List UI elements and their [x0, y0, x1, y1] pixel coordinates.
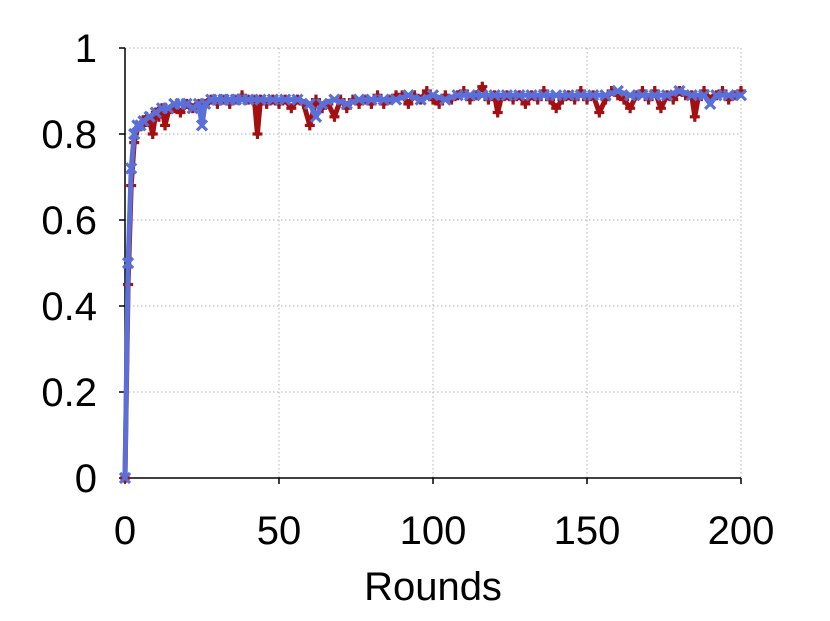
- x-tick-label: 50: [257, 509, 302, 553]
- series-2-point: [722, 89, 735, 102]
- series-1-point: [594, 107, 605, 118]
- series-2-point: [389, 93, 403, 106]
- series-2-point: [673, 84, 686, 98]
- series-2-point: [648, 89, 661, 102]
- x-tick-label: 200: [708, 509, 775, 553]
- y-tick-label: 0: [75, 457, 97, 501]
- series-2-point: [309, 110, 323, 123]
- x-tick-label: 100: [400, 509, 467, 553]
- series-2-point: [562, 89, 575, 102]
- series-1-point: [403, 98, 414, 109]
- series-2-point: [291, 93, 304, 106]
- series-1-point: [175, 107, 186, 118]
- series-1-point: [492, 107, 503, 118]
- series-2-point: [599, 89, 612, 102]
- series-2-point: [365, 93, 378, 106]
- series-2-point: [513, 89, 526, 102]
- series-2-point: [574, 89, 587, 102]
- x-tick-label: 0: [114, 509, 136, 553]
- series-1-point: [689, 111, 700, 122]
- x-tick-label: 150: [554, 509, 621, 553]
- series-layer: [118, 81, 748, 485]
- series-2-point: [525, 89, 538, 102]
- series-2-point: [195, 119, 209, 132]
- series-2-point: [550, 89, 563, 102]
- series-1-point: [477, 81, 488, 92]
- series-2-point: [377, 93, 390, 106]
- series-2: [118, 84, 748, 485]
- series-2-point: [125, 162, 138, 175]
- series-2-point: [439, 93, 452, 106]
- series-2-point: [414, 93, 427, 106]
- series-1-point: [329, 111, 340, 122]
- series-2-point: [697, 89, 711, 102]
- series-2-point: [279, 93, 292, 106]
- series-1-point: [147, 129, 158, 139]
- series-2-point: [623, 89, 637, 102]
- series-2-point: [402, 89, 415, 102]
- series-2-point: [476, 89, 489, 102]
- series-2-point: [328, 93, 341, 106]
- series-2-point: [128, 127, 141, 141]
- series-2-point: [121, 256, 135, 270]
- series-1-point: [655, 103, 666, 114]
- y-tick-label: 0.2: [41, 371, 97, 415]
- y-tick-label: 0.6: [41, 199, 97, 243]
- series-2-point: [352, 93, 366, 106]
- series-2-point: [660, 89, 674, 102]
- series-1-point: [286, 103, 297, 114]
- series-2-point: [488, 89, 501, 102]
- y-tick-label: 1: [75, 27, 97, 71]
- x-axis-title: Rounds: [364, 565, 502, 609]
- series-1-point: [160, 120, 171, 131]
- series-2-point: [734, 89, 748, 102]
- series-1-point: [551, 103, 562, 114]
- x-tick-labels: 0 50 100 150 200: [114, 509, 775, 553]
- series-2-point: [315, 97, 329, 111]
- y-tick-label: 0.4: [41, 285, 97, 329]
- y-tick-labels: 0 0.2 0.4 0.6 0.8 1: [41, 27, 97, 501]
- series-2-point: [463, 89, 477, 102]
- series-1-point: [252, 129, 263, 139]
- series-1-point: [304, 120, 315, 131]
- series-2-point: [500, 89, 514, 102]
- series-2-point: [303, 97, 316, 111]
- series-2-point: [587, 89, 600, 102]
- series-2-point: [704, 97, 717, 111]
- series-2-point: [636, 89, 649, 102]
- series-2-point: [266, 93, 279, 106]
- series-2-point: [426, 89, 440, 102]
- series-1-point: [520, 98, 531, 109]
- series-2-point: [118, 471, 132, 485]
- series-2-point: [451, 89, 464, 102]
- series-2-point: [611, 84, 624, 98]
- series-2-point: [685, 89, 698, 102]
- series-2-point: [242, 93, 255, 106]
- series-2-point: [710, 89, 723, 102]
- series-1-point: [625, 103, 636, 114]
- series-2-point: [340, 97, 353, 111]
- series-2-point: [537, 89, 551, 102]
- y-tick-label: 0.8: [41, 113, 97, 157]
- series-2-point: [254, 93, 267, 106]
